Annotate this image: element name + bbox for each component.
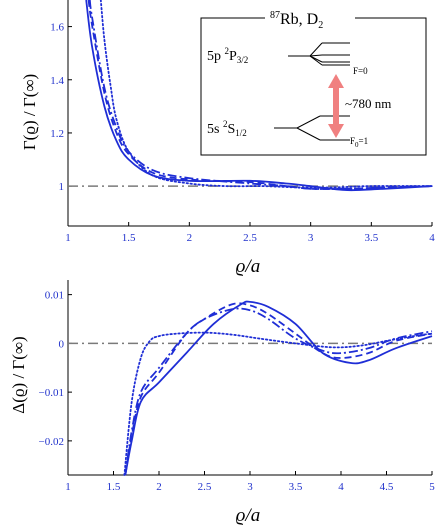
top-x-tick-label: 2	[187, 232, 193, 244]
top-ticks: 1 1.5 2 2.5 3 3.5 4 1 1.2 1.4 1.6	[50, 22, 435, 244]
inset-title: 87Rb, D2	[270, 10, 323, 31]
upper-level-sup: 2	[225, 46, 230, 56]
top-x-tick-label: 2.5	[243, 232, 257, 244]
top-y-tick-label: 1.2	[50, 128, 64, 140]
top-panel: 1 1.5 2 2.5 3 3.5 411.21.41.6 Γ(ϱ) / Γ(∞) ϱ/a …	[20, 0, 435, 277]
wavelength-label: ~780 nm	[345, 96, 391, 111]
lower-level-label: 5s 2S1/2	[207, 119, 247, 138]
transition-arrow	[328, 74, 344, 138]
bottom-panel: 1 1.5 2 2.5 3 3.5 4 4.5 5 0.01 0 −0.01 −0.02 Δ(ϱ) / …	[9, 280, 435, 526]
top-series-dotted	[99, 0, 433, 189]
top-x-tick-label: 4	[429, 232, 435, 244]
bottom-x-tick-label: 2	[156, 481, 162, 493]
top-curves	[85, 0, 433, 192]
top-y-label: Γ(ϱ) / Γ(∞)	[20, 74, 39, 150]
bottom-x-tick-label: 3.5	[289, 481, 303, 493]
bottom-x-tick-label: 2.5	[198, 481, 212, 493]
bottom-x-tick-label: 1.5	[107, 481, 121, 493]
bottom-x-label: ϱ/a	[236, 505, 260, 526]
upper-level-label: 5p 2P3/2	[207, 46, 248, 65]
top-series-dashdot	[88, 0, 433, 190]
inset-box	[200, 17, 427, 156]
upper-level-main: P	[229, 49, 237, 64]
top-series-solid	[85, 0, 433, 192]
bottom-y-tick-label: −0.01	[39, 387, 64, 399]
bottom-curves	[123, 300, 433, 476]
top-x-tick-label: 1	[65, 232, 71, 244]
bottom-series-dotted	[123, 331, 433, 476]
bottom-y-tick-label: −0.02	[39, 436, 64, 448]
bottom-x-tick-label: 5	[429, 481, 435, 493]
top-y-tick-label: 1.4	[50, 75, 64, 87]
lower-level-main: S	[227, 122, 235, 137]
lower-f-label-main: F	[350, 136, 355, 146]
inset-title-line: 2	[318, 20, 323, 31]
inset-title-element: Rb, D	[280, 11, 318, 28]
lower-f-label-value: =1	[359, 136, 369, 146]
bottom-x-tick-label: 1	[65, 481, 71, 493]
top-x-label: ϱ/a	[236, 256, 260, 277]
bottom-x-tick-label: 4.5	[380, 481, 394, 493]
top-x-tick-label: 1.5	[122, 232, 136, 244]
upper-hyperfine-lines	[288, 42, 350, 66]
top-x-tick-label: 3	[308, 232, 314, 244]
bottom-series-solid	[124, 300, 433, 476]
lower-level-sup: 2	[223, 119, 228, 129]
bottom-x-tick-label: 4	[338, 481, 344, 493]
inset-title-background	[265, 8, 355, 28]
lower-f-label: F0=1	[350, 136, 368, 149]
bottom-series-dashed	[124, 302, 433, 476]
upper-f-label: F=0	[353, 66, 368, 76]
upper-level-sub: 3/2	[237, 55, 249, 65]
top-x-tick-label: 3.5	[364, 232, 378, 244]
lower-level-prefix: 5s	[207, 122, 223, 137]
inset-title-isotope: 87	[270, 10, 280, 21]
bottom-x-tick-label: 3	[247, 481, 253, 493]
top-series-dashed	[87, 0, 433, 190]
top-y-tick-label: 1.6	[50, 22, 64, 34]
bottom-y-tick-label: 0.01	[45, 290, 64, 302]
bottom-y-tick-label: 0	[59, 338, 65, 350]
bottom-series-dashdot	[124, 307, 433, 476]
lower-level-sub: 1/2	[235, 128, 247, 138]
upper-level-prefix: 5p	[207, 49, 225, 64]
bottom-ticks: 1 1.5 2 2.5 3 3.5 4 4.5 5 0.01 0 −0.01 −0.02	[39, 290, 436, 493]
energy-level-inset: 87Rb, D2 5p 2P3/2 F=0 5s 2S1/2 F0=1	[200, 8, 427, 156]
bottom-y-label: Δ(ϱ) / Γ(∞)	[9, 336, 28, 413]
lower-f-label-sub: 0	[355, 141, 359, 149]
top-y-tick-label: 1	[59, 181, 65, 193]
lower-hyperfine-lines	[274, 115, 350, 141]
